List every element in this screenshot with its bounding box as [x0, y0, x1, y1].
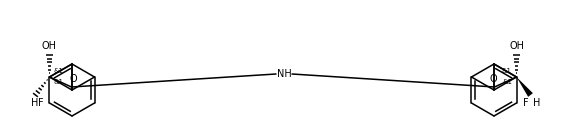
- Polygon shape: [516, 77, 533, 97]
- Text: H: H: [31, 98, 38, 108]
- Text: OH: OH: [42, 41, 57, 51]
- Text: &1: &1: [503, 79, 512, 85]
- Text: H: H: [533, 98, 540, 108]
- Text: &1: &1: [502, 68, 512, 74]
- Text: O: O: [489, 74, 497, 84]
- Text: F: F: [38, 98, 44, 108]
- Text: F: F: [523, 98, 528, 108]
- Text: O: O: [69, 74, 77, 84]
- Text: OH: OH: [509, 41, 524, 51]
- Text: &1: &1: [53, 79, 64, 85]
- Text: &1: &1: [54, 68, 64, 74]
- Text: NH: NH: [277, 69, 291, 79]
